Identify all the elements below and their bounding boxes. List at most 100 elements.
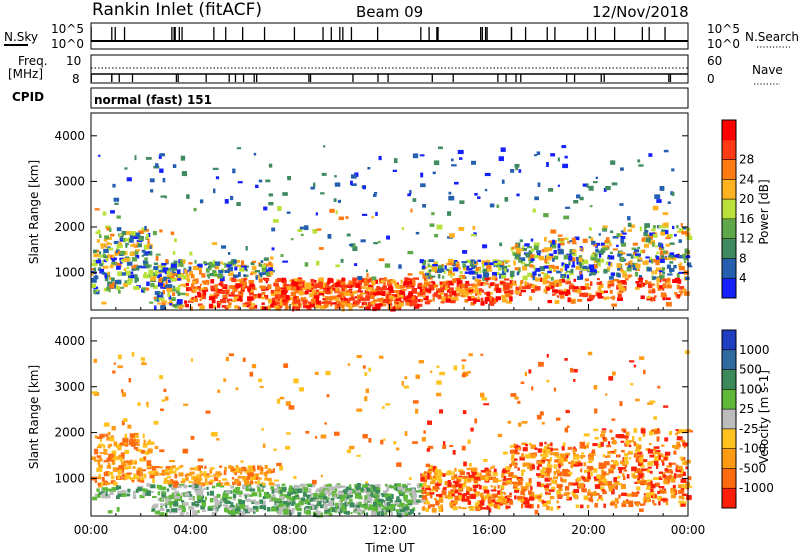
power-echo-cell xyxy=(640,279,644,285)
velocity-echo-cell xyxy=(276,509,279,514)
velocity-echo-cell xyxy=(400,487,404,491)
velocity-echo-cell xyxy=(232,493,237,499)
velocity-echo-cell xyxy=(103,471,109,477)
power-echo-cell xyxy=(584,278,589,282)
velocity-echo-cell xyxy=(598,462,604,467)
velocity-echo-cell xyxy=(555,455,561,458)
velocity-echo-cell xyxy=(222,497,227,501)
power-echo-cell xyxy=(268,261,272,266)
velocity-echo-cell xyxy=(94,480,98,483)
velocity-echo-cell xyxy=(540,474,545,479)
power-echo-cell xyxy=(260,285,266,290)
power-echo-cell xyxy=(417,286,423,289)
power-echo-cell xyxy=(245,246,248,251)
velocity-echo-cell xyxy=(386,485,393,488)
power-echo-cell xyxy=(556,270,562,274)
power-echo-cell xyxy=(624,281,627,286)
power-echo-cell xyxy=(677,279,682,284)
power-echo-cell xyxy=(472,290,476,294)
velocity-echo-cell xyxy=(389,499,393,503)
power-echo-cell xyxy=(405,302,410,306)
power-echo-cell xyxy=(675,254,680,258)
velocity-echo-cell xyxy=(300,483,306,488)
velocity-echo-cell xyxy=(594,484,601,489)
velocity-echo-cell xyxy=(635,444,642,450)
power-echo-cell xyxy=(237,272,241,277)
power-echo-cell xyxy=(616,233,621,238)
velocity-echo-cell xyxy=(148,471,151,475)
velocity-echo-cell xyxy=(451,484,456,488)
velocity-echo-cell xyxy=(273,479,279,482)
velocity-echo-cell xyxy=(177,466,182,469)
velocity-echo-cell xyxy=(538,464,542,467)
power-echo-cell xyxy=(663,250,667,254)
velocity-echo-cell xyxy=(466,491,470,495)
velocity-echo-cell xyxy=(200,473,206,476)
velocity-echo-cell xyxy=(124,433,128,439)
power-echo-cell xyxy=(203,286,208,291)
power-echo-cell xyxy=(515,167,518,171)
power-echo-cell xyxy=(326,288,331,293)
velocity-echo-cell xyxy=(323,484,329,488)
velocity-echo-cell xyxy=(189,506,195,510)
velocity-echo-cell xyxy=(139,494,145,499)
velocity-echo-cell xyxy=(381,406,385,409)
power-echo-cell xyxy=(363,301,367,305)
velocity-echo-cell xyxy=(362,510,366,514)
velocity-echo-cell xyxy=(529,467,533,471)
power-echo-cell xyxy=(643,231,648,237)
velocity-echo-cell xyxy=(671,475,677,480)
velocity-echo-cell xyxy=(664,468,668,472)
power-echo-cell xyxy=(572,261,575,267)
power-echo-cell xyxy=(319,286,322,290)
power-echo-cell xyxy=(136,267,140,271)
power-echo-cell xyxy=(447,259,454,263)
velocity-echo-cell xyxy=(601,428,607,431)
power-echo-cell xyxy=(120,236,123,240)
power-echo-cell xyxy=(476,279,482,285)
velocity-echo-cell xyxy=(383,490,388,495)
velocity-echo-cell xyxy=(273,488,279,494)
nave-tick-bottom: 0 xyxy=(707,72,715,86)
power-echo-cell xyxy=(380,289,383,293)
velocity-echo-cell xyxy=(243,477,250,483)
velocity-echo-cell xyxy=(654,455,660,461)
power-echo-cell xyxy=(105,258,109,262)
velocity-echo-cell xyxy=(418,494,425,498)
velocity-echo-cell xyxy=(636,502,640,507)
power-echo-cell xyxy=(609,243,612,247)
power-echo-cell xyxy=(278,294,284,298)
power-echo-cell xyxy=(386,295,389,301)
power-echo-cell xyxy=(170,264,177,268)
power-echo-cell xyxy=(520,289,527,293)
velocity-echo-cell xyxy=(124,473,131,477)
power-echo-cell xyxy=(528,296,533,301)
velocity-echo-cell xyxy=(536,496,542,499)
power-echo-cell xyxy=(620,235,626,240)
velocity-echo-cell xyxy=(91,391,98,395)
power-echo-cell xyxy=(367,166,371,170)
power-echo-cell xyxy=(361,297,366,301)
power-echo-cell xyxy=(602,247,608,251)
velocity-ytick-label: 3000 xyxy=(54,380,85,394)
power-echo-cell xyxy=(337,199,341,203)
power-echo-cell xyxy=(590,255,597,261)
velocity-echo-cell xyxy=(210,432,217,437)
velocity-echo-cell xyxy=(675,429,679,432)
power-echo-cell xyxy=(436,294,442,298)
velocity-echo-cell xyxy=(238,507,241,512)
velocity-echo-cell xyxy=(619,401,623,407)
power-echo-cell xyxy=(464,271,470,274)
power-echo-cell xyxy=(639,226,643,232)
velocity-echo-cell xyxy=(594,436,600,440)
velocity-echo-cell xyxy=(602,454,606,458)
power-echo-cell xyxy=(450,272,456,276)
velocity-echo-cell xyxy=(191,502,198,506)
velocity-echo-cell xyxy=(263,491,267,497)
velocity-echo-cell xyxy=(500,485,505,489)
power-echo-cell xyxy=(93,253,100,258)
power-echo-cell xyxy=(148,272,153,276)
velocity-echo-cell xyxy=(378,509,383,515)
velocity-echo-cell xyxy=(528,442,532,446)
power-echo-cell xyxy=(556,282,559,287)
